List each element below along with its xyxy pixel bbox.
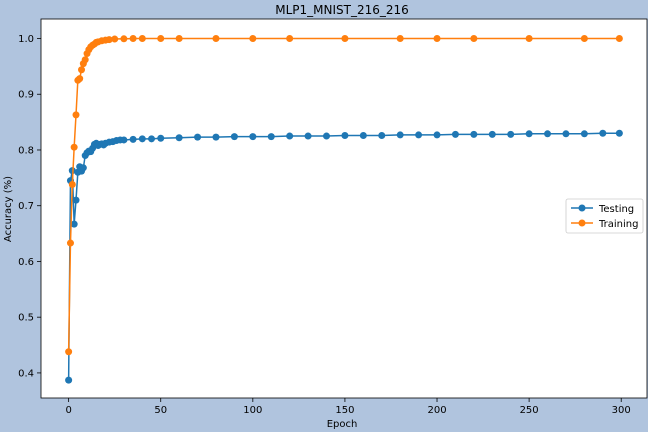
data-point-training — [580, 35, 588, 43]
series-testing — [65, 129, 623, 384]
data-point-testing — [230, 133, 238, 141]
legend-marker-training — [578, 219, 586, 227]
x-tick-label: 200 — [427, 405, 446, 416]
data-point-testing — [157, 134, 165, 142]
data-point-testing — [396, 131, 404, 139]
data-point-testing — [72, 196, 80, 204]
data-point-testing — [615, 129, 623, 137]
y-axis-label: Accuracy (%) — [3, 176, 14, 242]
data-point-training — [249, 35, 257, 43]
data-point-testing — [341, 131, 349, 139]
data-point-testing — [378, 131, 386, 139]
data-point-training — [157, 35, 165, 43]
data-point-training — [396, 35, 404, 43]
y-tick-label: 0.5 — [18, 313, 34, 324]
data-point-testing — [488, 130, 496, 138]
data-point-training — [76, 75, 84, 83]
data-point-training — [129, 35, 137, 43]
data-point-testing — [451, 130, 459, 138]
y-tick-label: 0.6 — [18, 257, 34, 268]
data-point-training — [175, 35, 183, 43]
y-axis: 0.4 0.5 0.6 0.7 0.8 0.9 1.0 — [18, 34, 41, 379]
data-point-testing — [148, 135, 156, 143]
x-tick-label: 150 — [335, 405, 354, 416]
data-point-testing — [580, 130, 588, 138]
data-point-training — [138, 35, 146, 43]
data-point-testing — [323, 132, 330, 140]
series-training — [65, 35, 623, 356]
y-tick-label: 0.4 — [18, 368, 34, 379]
plot-area — [40, 18, 648, 399]
data-point-testing — [175, 134, 183, 142]
data-point-testing — [70, 220, 78, 228]
data-point-testing — [129, 135, 137, 143]
data-point-training — [105, 36, 113, 44]
data-point-testing — [433, 131, 441, 139]
data-point-testing — [544, 130, 552, 138]
legend-label-training: Training — [598, 219, 638, 230]
x-tick-label: 0 — [65, 405, 71, 416]
data-point-training — [78, 66, 86, 74]
data-point-training — [70, 143, 78, 151]
chart-title: MLP1_MNIST_216_216 — [275, 3, 409, 17]
data-point-training — [212, 35, 220, 43]
data-point-training — [341, 35, 349, 43]
y-tick-label: 0.9 — [18, 90, 34, 101]
data-point-training — [433, 35, 441, 43]
data-point-training — [470, 35, 478, 43]
data-point-training — [525, 35, 533, 43]
data-point-testing — [599, 129, 607, 137]
data-point-testing — [267, 133, 275, 141]
data-point-training — [81, 56, 89, 64]
data-point-testing — [194, 133, 202, 141]
data-point-testing — [79, 164, 87, 172]
data-point-training — [66, 239, 74, 247]
data-point-training — [72, 111, 80, 119]
x-tick-label: 250 — [520, 405, 539, 416]
legend-label-testing: Testing — [598, 204, 634, 215]
y-tick-label: 0.7 — [18, 201, 34, 212]
data-point-training — [120, 35, 128, 43]
data-point-testing — [304, 132, 312, 140]
data-point-training — [68, 181, 76, 189]
x-axis: 0 50 100 150 200 250 300 — [65, 398, 631, 416]
y-tick-label: 0.8 — [18, 145, 34, 156]
data-point-testing — [562, 130, 570, 138]
data-point-testing — [65, 376, 73, 384]
data-point-training — [111, 35, 119, 43]
x-tick-label: 100 — [243, 405, 262, 416]
data-point-testing — [120, 136, 128, 144]
data-point-testing — [470, 130, 478, 138]
data-point-training — [286, 35, 294, 43]
x-tick-label: 50 — [154, 405, 167, 416]
series-layer — [65, 35, 623, 384]
data-point-training — [65, 348, 73, 356]
data-point-testing — [138, 135, 146, 143]
x-tick-label: 300 — [612, 405, 631, 416]
data-point-testing — [359, 131, 367, 139]
data-point-testing — [249, 133, 257, 141]
data-point-testing — [286, 132, 294, 140]
data-point-testing — [212, 133, 220, 141]
legend: Testing Training — [565, 198, 644, 234]
y-tick-label: 1.0 — [18, 34, 34, 45]
x-axis-label: Epoch — [327, 419, 358, 430]
data-point-testing — [525, 130, 533, 138]
data-point-testing — [507, 130, 515, 138]
data-point-testing — [415, 131, 423, 139]
data-point-training — [615, 35, 623, 43]
legend-marker-testing — [578, 204, 586, 212]
